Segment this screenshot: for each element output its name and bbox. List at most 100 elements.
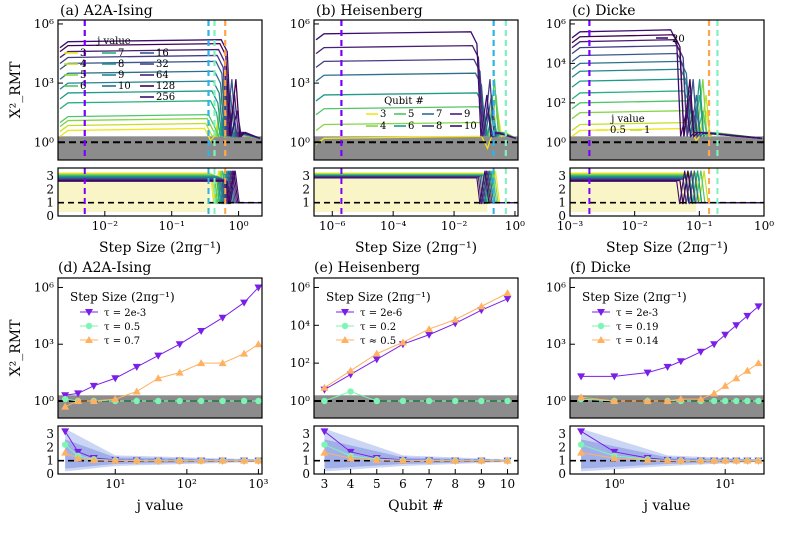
inset-2-point-7 <box>721 456 730 464</box>
series-2-point-3 <box>111 395 120 403</box>
inset-ytick-label-3: 3 <box>558 169 566 183</box>
main-ytick-label-1: 10³ <box>546 337 566 351</box>
legend-marker-2 <box>85 336 93 343</box>
legend-label-64: 64 <box>156 70 169 81</box>
legend-label-8: 8 <box>118 59 124 70</box>
series-line-3 <box>571 100 763 139</box>
legend-label-6: 6 <box>80 81 86 92</box>
inset-xtick-label-0: 10⁻³ <box>557 219 584 233</box>
series-0-point-9 <box>743 312 752 320</box>
series-line-0 <box>324 298 508 391</box>
inset-frame <box>313 425 519 475</box>
inset-line-2 <box>324 452 508 462</box>
inset-2-point-1 <box>610 454 619 462</box>
legend-label-3: 3 <box>380 109 386 120</box>
gray-band <box>570 136 764 160</box>
inset-2-point-10 <box>254 456 263 464</box>
series-2-point-9 <box>743 366 752 374</box>
x-axis-label: j value <box>135 498 184 514</box>
panel-d: 10⁰ 10³ 10⁶ (d) A2A-Ising Step Size (2πg⁻¹) τ… <box>8 260 269 514</box>
legend-label-8: 8 <box>436 121 442 132</box>
inset-2-point-4 <box>676 456 685 464</box>
series-2-point-7 <box>503 289 512 297</box>
inset-2-point-4 <box>425 456 434 464</box>
inset-ytick-label-1: 1 <box>46 196 54 210</box>
series-0-point-6 <box>175 341 184 349</box>
panel-title: (d) A2A-Ising <box>58 260 151 276</box>
gray-band <box>314 395 518 418</box>
panel-title: (a) A2A-Ising <box>60 3 153 19</box>
series-2-point-4 <box>132 387 141 395</box>
inset-0-point-1 <box>74 448 83 456</box>
inset-xtick-label-1: 10² <box>177 477 197 491</box>
x-axis-label: Qubit # <box>388 498 444 514</box>
series-2-point-6 <box>477 302 486 310</box>
inset-ytick-label-2: 2 <box>302 440 310 454</box>
inset-xtick-label-0: 10¹ <box>105 477 125 491</box>
inset-2-point-5 <box>451 456 460 464</box>
inset-xtick-label-1: 10⁻¹ <box>158 219 184 233</box>
legend-label-7: 7 <box>118 48 124 59</box>
inset-xtick-label-2: 10⁻² <box>441 219 468 233</box>
main-ytick-label-1: 10³ <box>34 76 54 90</box>
series-line-14 <box>571 44 763 139</box>
legend-label-4: 4 <box>380 121 386 132</box>
series-line-128 <box>59 42 261 139</box>
series-2-point-1 <box>346 366 355 374</box>
series-0-point-2 <box>372 356 381 364</box>
series-2-point-8 <box>218 359 227 367</box>
legend-label-20: 20 <box>672 34 685 45</box>
series-2-point-3 <box>663 396 672 404</box>
main-frame <box>313 19 519 161</box>
legend-title: Step Size (2πg⁻¹) <box>70 290 175 304</box>
legend-label-2: τ = 0.14 <box>616 336 659 347</box>
series-2-point-10 <box>254 340 263 348</box>
inset-xtick-label-7: 10 <box>500 477 515 491</box>
panel-title: (c) Dicke <box>572 3 636 19</box>
legend-label-10: 10 <box>464 121 477 132</box>
series-2-point-5 <box>451 315 460 323</box>
series-line-1 <box>324 390 508 402</box>
series-line-8 <box>315 58 517 139</box>
inset-ytick-label-0: 0 <box>46 467 54 481</box>
inset-0-point-0 <box>577 428 586 436</box>
inset-ytick-label-2: 3 <box>302 169 310 183</box>
inset-2-point-5 <box>154 456 163 464</box>
legend-label-0: τ = 2e-6 <box>360 308 402 319</box>
series-2-point-3 <box>398 338 407 346</box>
series-1-point-6 <box>710 397 718 405</box>
main-ytick-label-3: 10⁶ <box>546 17 566 31</box>
inset-2-point-3 <box>398 456 407 464</box>
legend-label-7: 7 <box>436 109 442 120</box>
inset-2-point-2 <box>372 455 381 463</box>
legend-label-0: τ = 2e-3 <box>104 308 146 319</box>
inset-ytick-label-0: 1 <box>302 196 310 210</box>
legend-label-256: 256 <box>156 92 175 103</box>
inset-ytick-label-1: 1 <box>46 454 54 468</box>
main-ytick-label-1: 10³ <box>290 76 310 90</box>
series-1-point-9 <box>744 397 751 405</box>
x-axis-label: Step Size (2πg⁻¹) <box>355 240 477 256</box>
inset-2-point-2 <box>89 455 98 463</box>
inset-xtick-label-1: 10⁻⁴ <box>380 219 407 233</box>
inset-xtick-label-2: 10³ <box>248 477 268 491</box>
series-0-point-2 <box>89 382 98 390</box>
main-ytick-label-2: 10⁶ <box>546 280 566 294</box>
inset-2-point-8 <box>732 456 741 464</box>
series-2-point-6 <box>175 368 184 376</box>
series-0-point-6 <box>710 341 719 349</box>
inset-2-point-4 <box>132 456 141 464</box>
inset-ytick-label-1: 1 <box>558 454 566 468</box>
main-ytick-label-0: 10⁰ <box>290 394 310 408</box>
inset-ytick-label-2: 2 <box>558 182 566 196</box>
series-0-point-8 <box>218 314 227 322</box>
inset-shade <box>314 172 488 212</box>
inset-ytick-label-0: 0 <box>302 467 310 481</box>
legend-title: Step Size (2πg⁻¹) <box>582 290 687 304</box>
legend-label-1: τ = 0.2 <box>360 322 396 333</box>
series-1-point-2 <box>373 397 380 405</box>
inset-xtick-label-0: 10⁻⁶ <box>319 219 346 233</box>
inset-2-point-5 <box>696 456 705 464</box>
main-frame <box>57 277 263 419</box>
